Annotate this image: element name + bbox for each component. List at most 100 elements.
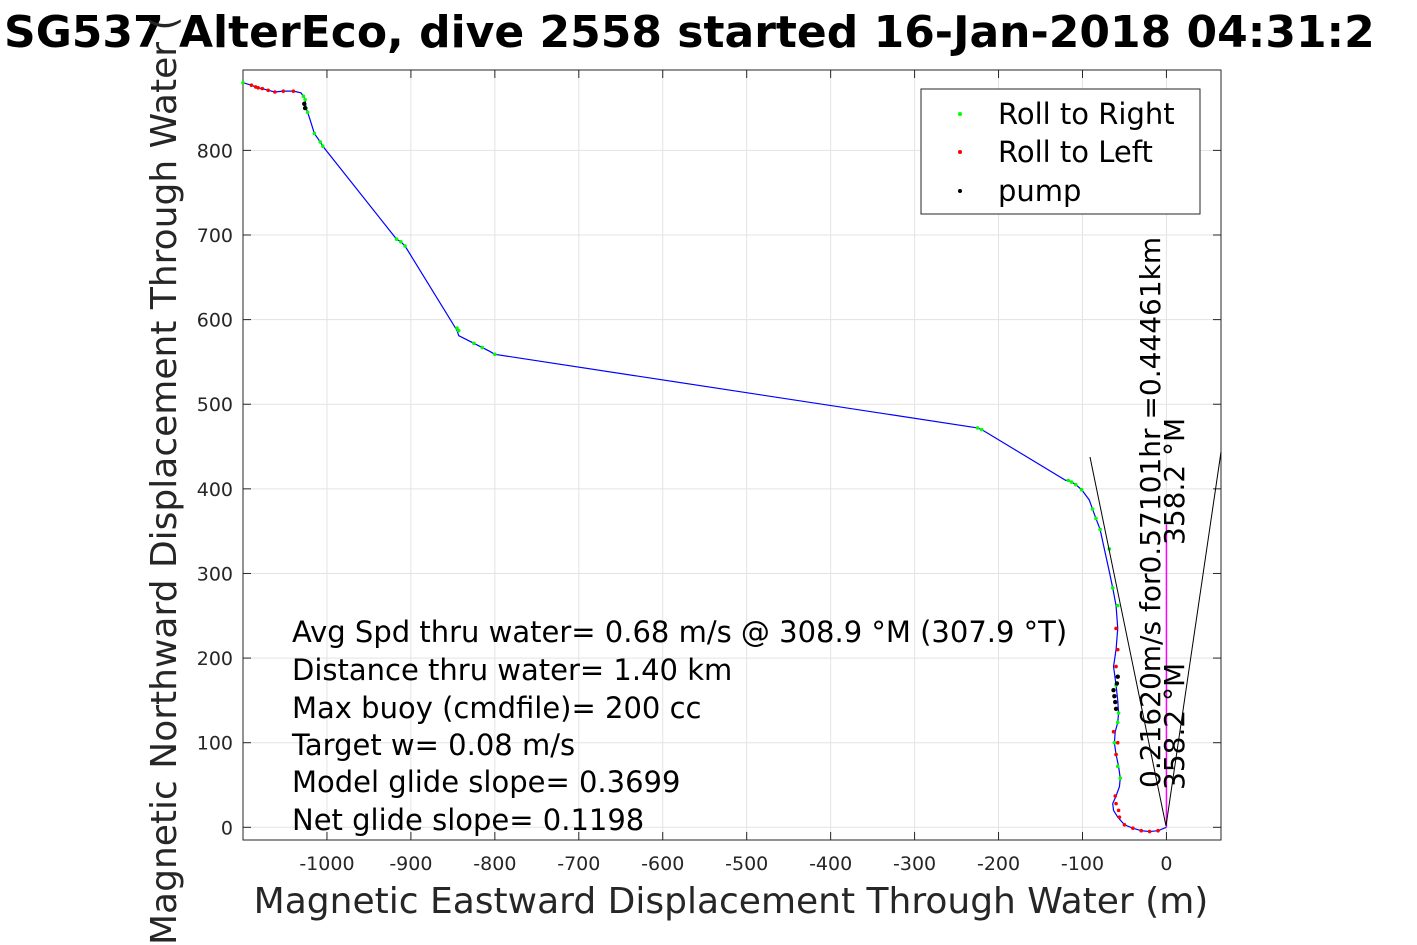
roll-right-marker xyxy=(1094,516,1098,521)
roll-left-marker xyxy=(1117,815,1122,819)
roll-right-marker xyxy=(1069,480,1074,484)
chart-title: SG537 AlterEco, dive 2558 started 16-Jan… xyxy=(4,7,1375,58)
roll-right-marker xyxy=(1112,740,1117,745)
x-tick-label: -500 xyxy=(725,853,768,875)
legend-marker-roll-left xyxy=(958,150,962,154)
x-tick-label: -200 xyxy=(977,853,1020,875)
roll-left-marker xyxy=(1113,794,1118,798)
roll-right-marker xyxy=(305,110,310,115)
current-wedge xyxy=(1089,451,1222,827)
roll-right-marker xyxy=(1115,720,1120,725)
current-heading-label-upper: 358.2 °M xyxy=(1158,418,1191,545)
annotation-net-glide-slope: Net glide slope= 0.1198 xyxy=(292,803,644,837)
y-tick-label: 400 xyxy=(197,479,233,501)
roll-right-marker xyxy=(318,140,323,144)
annotation-distance: Distance thru water= 1.40 km xyxy=(292,653,732,687)
roll-right-marker xyxy=(301,94,306,99)
y-tick-label: 800 xyxy=(197,140,233,162)
roll-right-marker xyxy=(1079,487,1084,492)
x-tick-label: -1000 xyxy=(299,853,354,875)
y-tick-label: 100 xyxy=(197,733,233,755)
current-wedge-left xyxy=(1089,456,1167,827)
annotation-block: Avg Spd thru water= 0.68 m/s @ 308.9 °M … xyxy=(291,615,1067,837)
roll-left-marker xyxy=(1122,822,1127,827)
pump-marker xyxy=(1112,693,1117,699)
pump-marker xyxy=(302,101,307,107)
roll-left-marker xyxy=(1156,828,1160,833)
roll-right-marker xyxy=(1090,507,1095,511)
roll-left-marker xyxy=(273,90,277,94)
annotation-max-buoy: Max buoy (cmdfile)= 200 cc xyxy=(292,691,701,725)
pump-marker xyxy=(302,105,308,111)
pump-marker xyxy=(1113,699,1118,705)
x-tick-label: 0 xyxy=(1160,853,1172,875)
roll-right-marker xyxy=(480,345,485,350)
roll-right-marker xyxy=(472,341,476,346)
roll-right-marker xyxy=(1118,776,1123,781)
roll-right-marker xyxy=(1066,478,1071,483)
x-axis-label: Magnetic Eastward Displacement Through W… xyxy=(254,881,1209,922)
roll-left-marker xyxy=(253,85,258,89)
legend-marker-pump xyxy=(958,189,962,193)
roll-right-marker xyxy=(493,352,497,357)
roll-left-marker xyxy=(291,89,296,93)
x-tick-label: -400 xyxy=(809,853,852,875)
roll-right-marker xyxy=(456,328,461,333)
legend-box xyxy=(920,88,1201,215)
y-tick-label: 300 xyxy=(197,563,233,585)
y-tick-label: 200 xyxy=(197,648,233,670)
y-tick-label: 500 xyxy=(197,394,233,416)
y-tick-label: 0 xyxy=(221,817,233,839)
roll-left-marker xyxy=(1116,808,1121,813)
roll-right-marker xyxy=(979,427,984,432)
roll-right-marker xyxy=(1098,527,1102,532)
pump-marker xyxy=(1114,681,1120,686)
x-tick-label: -700 xyxy=(557,853,600,875)
x-tick-label: -300 xyxy=(893,853,936,875)
roll-left-marker xyxy=(1111,729,1116,734)
roll-right-marker xyxy=(394,237,399,242)
roll-right-marker xyxy=(1073,482,1078,487)
x-tick-label: -900 xyxy=(389,853,432,875)
roll-left-marker xyxy=(260,86,265,91)
pump-marker xyxy=(1113,706,1119,712)
roll-right-marker xyxy=(303,97,307,102)
current-speed-label: 0.21620m/s for0.57101hr =0.44461km xyxy=(1134,237,1167,788)
roll-left-marker xyxy=(1114,752,1118,757)
y-axis-label: Magnetic Northward Displacement Through … xyxy=(144,16,185,945)
x-tick-label: -600 xyxy=(641,853,684,875)
roll-right-marker xyxy=(399,239,403,244)
roll-left-marker xyxy=(1114,801,1118,806)
roll-right-marker xyxy=(320,144,325,148)
roll-left-marker xyxy=(1115,740,1120,745)
roll-right-marker xyxy=(975,426,980,430)
legend-label-pump: pump xyxy=(998,174,1081,208)
legend-label-roll-right: Roll to Right xyxy=(998,97,1175,131)
y-tick-label: 600 xyxy=(197,310,233,332)
annotation-target-w: Target w= 0.08 m/s xyxy=(291,728,575,762)
x-tick-label: -100 xyxy=(1061,853,1104,875)
roll-left-marker xyxy=(249,83,254,88)
axis-ticks: -1000 -900 -800 -700 -600 -500 -400 -300 -200 -10… xyxy=(197,70,1221,875)
pump-marker xyxy=(1111,688,1116,693)
current-heading-label-lower: 358.2 °M xyxy=(1158,663,1191,790)
legend-label-roll-left: Roll to Left xyxy=(998,135,1153,169)
roll-left-marker xyxy=(1131,826,1135,830)
roll-left-marker xyxy=(281,89,286,93)
legend-marker-roll-right xyxy=(958,112,962,116)
roll-right-marker xyxy=(1115,764,1120,769)
roll-left-marker xyxy=(266,88,270,93)
annotation-avg-speed: Avg Spd thru water= 0.68 m/s @ 308.9 °M … xyxy=(292,615,1067,649)
roll-right-marker xyxy=(312,131,317,136)
roll-left-marker xyxy=(1139,828,1144,833)
roll-right-marker xyxy=(1116,711,1121,715)
roll-right-marker xyxy=(1115,603,1120,608)
x-tick-label: -800 xyxy=(473,853,516,875)
roll-left-marker xyxy=(1114,664,1118,669)
pump-marker xyxy=(1115,674,1120,679)
roll-right-marker xyxy=(241,80,245,85)
current-wedge-right xyxy=(1165,451,1222,827)
roll-right-marker xyxy=(455,326,459,330)
roll-left-marker xyxy=(1115,647,1120,652)
